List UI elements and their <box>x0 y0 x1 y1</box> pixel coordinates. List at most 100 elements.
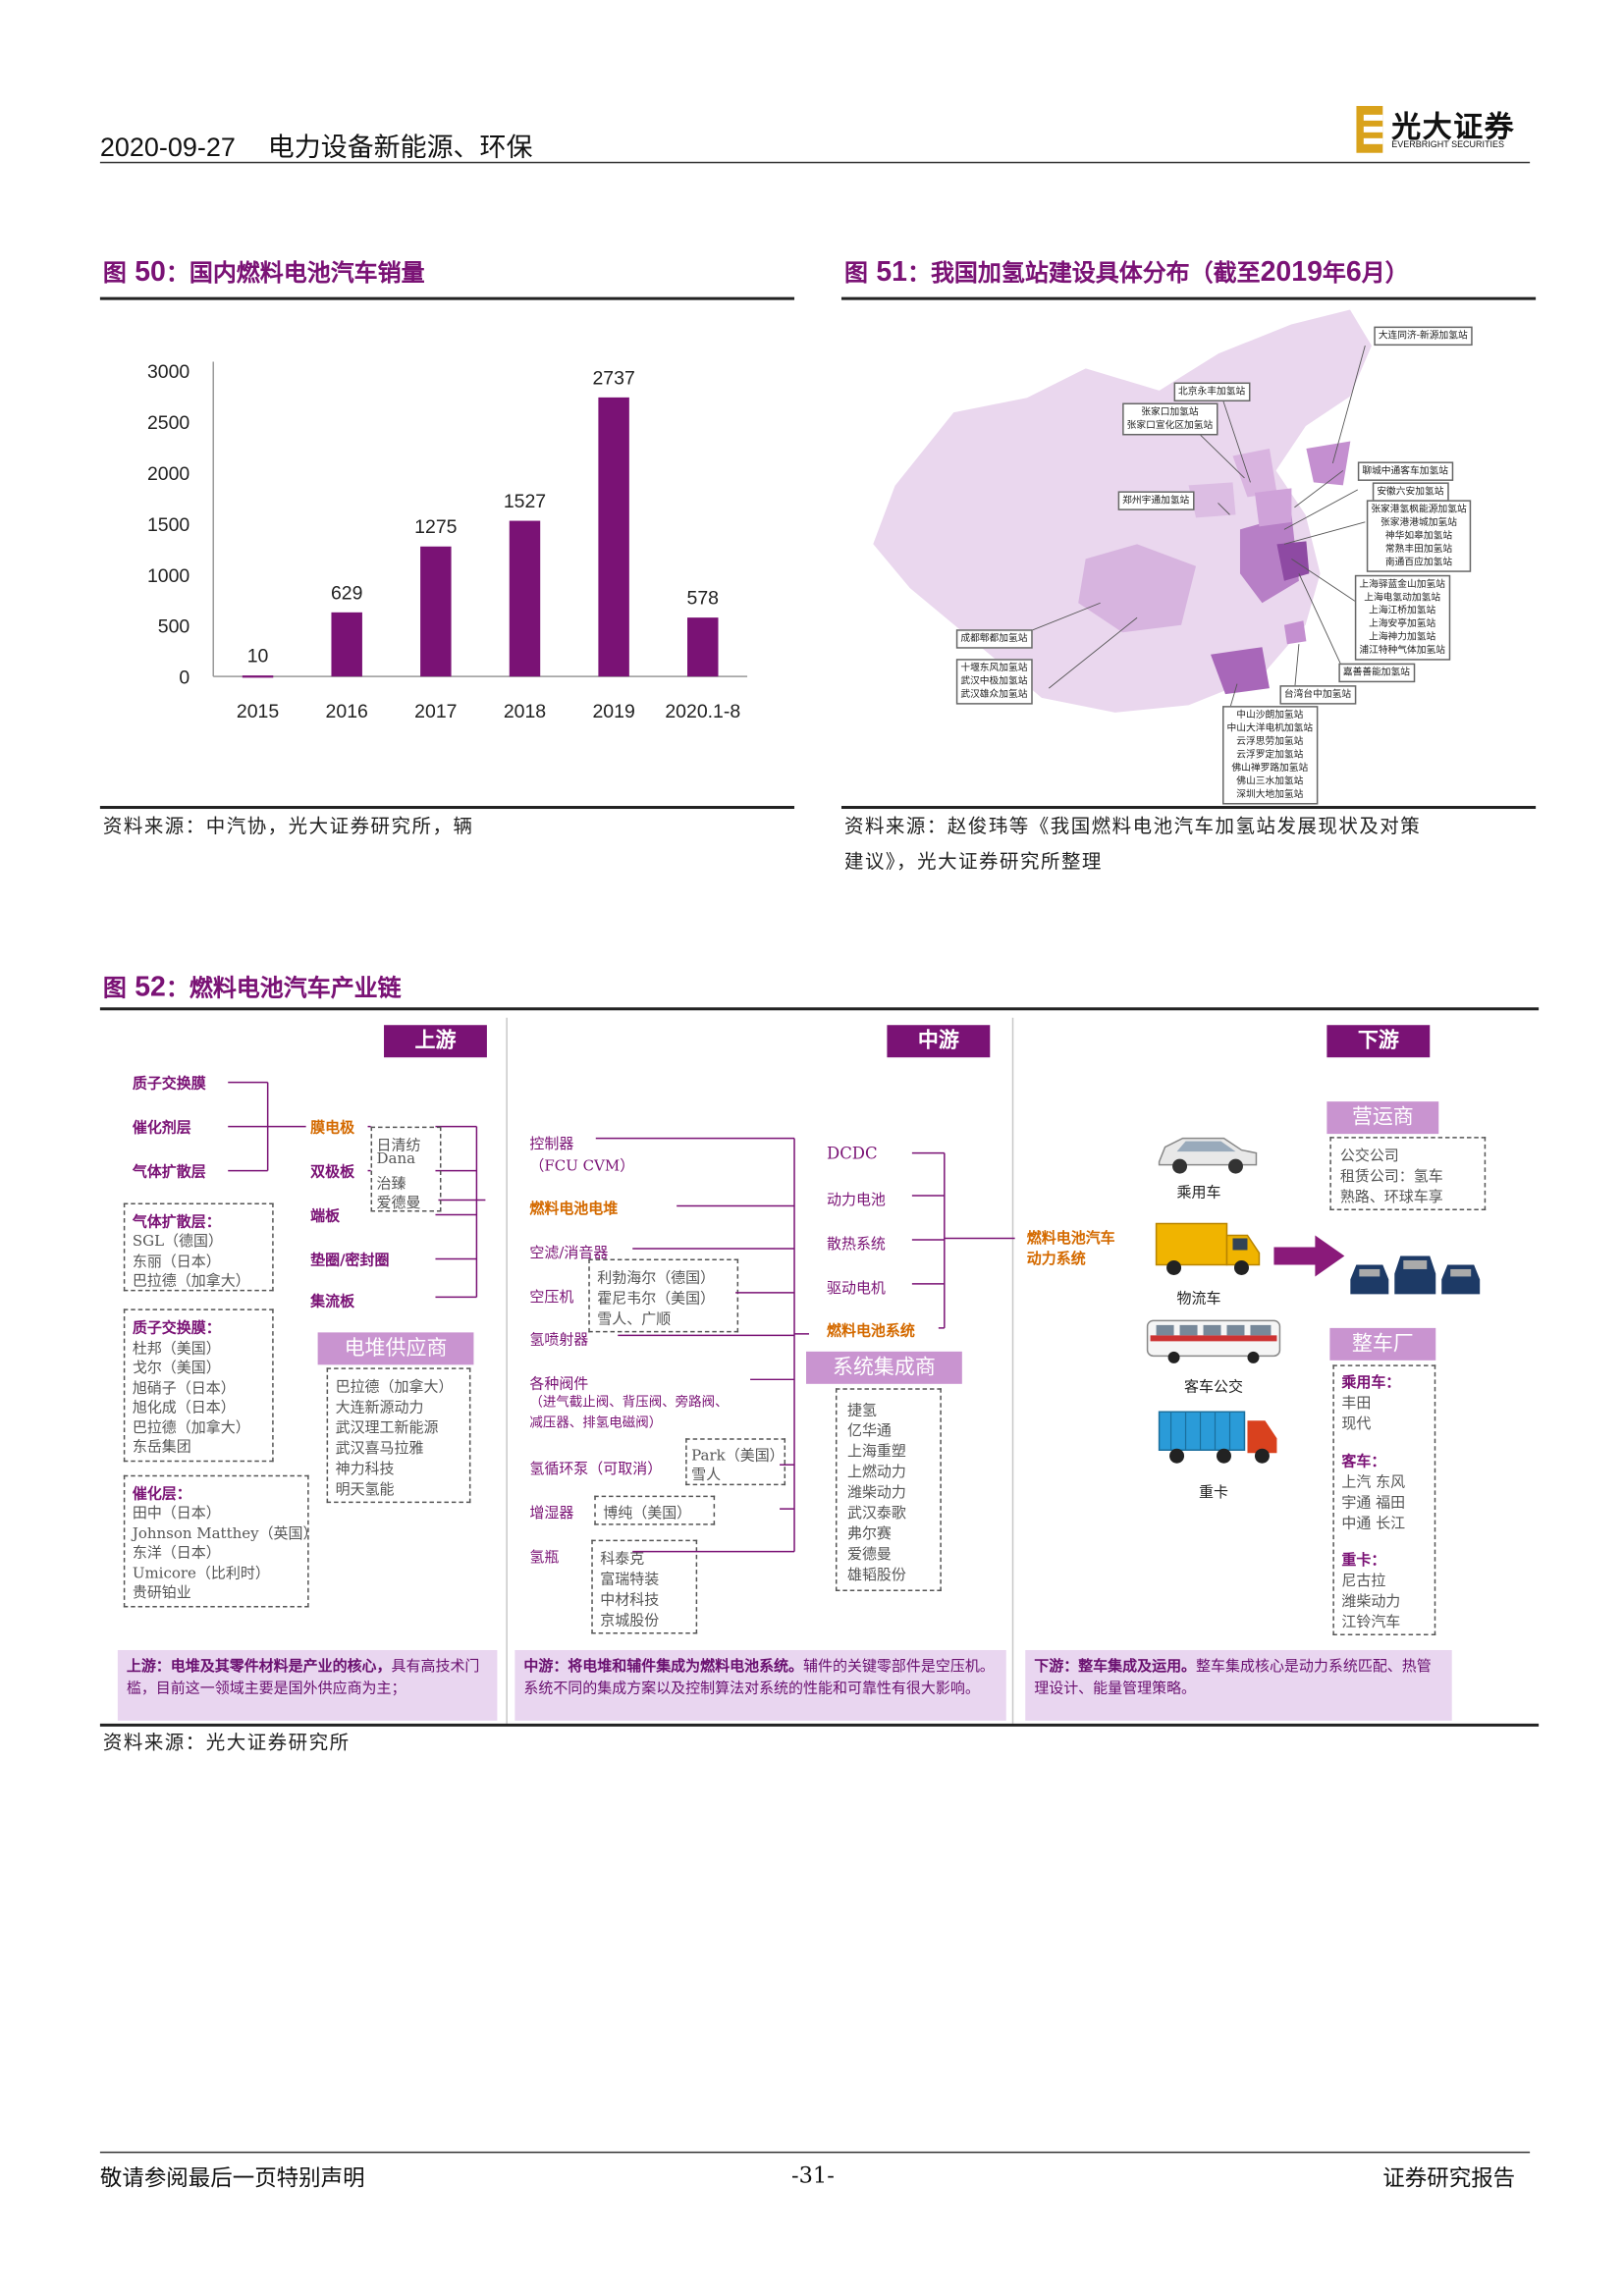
oem-header: 整车厂 <box>1329 1327 1436 1361</box>
bar-2017 <box>420 546 452 677</box>
tank-supplier-box <box>591 1539 698 1634</box>
y-tick-label: 2500 <box>147 412 189 434</box>
downstream-note-bold: 下游：整车集成及运用。 <box>1034 1658 1197 1676</box>
y-tick-label: 1500 <box>147 514 189 536</box>
comp-item-3: 雪人、广顺 <box>597 1311 672 1328</box>
logo-text: 光大证券 <box>1391 108 1516 144</box>
system-integrator-box <box>835 1388 942 1592</box>
chain-divider-2 <box>1011 1017 1014 1724</box>
upstream-component-gasket: 垫圈/密封圈 <box>310 1253 390 1269</box>
downstream-note: 下游：整车集成及运用。整车集成核心是动力系统匹配、热管理设计、能量管理策略。 <box>1025 1649 1452 1721</box>
fig52-top-rule <box>99 1007 1540 1011</box>
x-tick-label: 2016 <box>326 701 368 722</box>
mid-item-valves-detail-2: 减压器、排氢电磁阀） <box>529 1415 663 1431</box>
report-date: 2020-09-27 <box>99 132 236 162</box>
bar-2015 <box>242 675 274 678</box>
mid-item-compressor: 空压机 <box>529 1289 574 1307</box>
passenger-car-icon <box>1158 1137 1258 1174</box>
map-label-chengdu: 成都郫都加氢站 <box>955 629 1032 649</box>
vehicle-label-truck: 重卡 <box>1199 1485 1228 1502</box>
stack-item-1: 巴拉德（加拿大） <box>335 1379 454 1396</box>
logo-mark-icon <box>1356 105 1383 153</box>
footer-report-type: 证券研究报告 <box>1382 2164 1516 2192</box>
y-tick-label: 500 <box>158 616 190 638</box>
tank-item-4: 京城股份 <box>600 1613 660 1630</box>
map-label-jiashan: 嘉善善能加氢站 <box>1338 663 1415 683</box>
upstream-component-mea: 膜电极 <box>310 1120 355 1138</box>
heavy-truck-icon <box>1158 1411 1277 1464</box>
bar-2018 <box>509 520 541 677</box>
pump-item-2: 雪人 <box>691 1468 722 1484</box>
pem-item-6: 东岳集团 <box>132 1439 191 1457</box>
oem-truck-title: 重卡： <box>1341 1553 1386 1570</box>
stack-supplier-header: 电堆供应商 <box>317 1332 474 1365</box>
fig51-title-num: 51 <box>876 257 907 289</box>
compressor-supplier-box <box>588 1258 739 1333</box>
catalyst-supplier-box <box>123 1474 309 1608</box>
mid-item-controller: 控制器 <box>529 1137 574 1153</box>
footer-page-number: -31- <box>791 2162 835 2189</box>
fig52-title-num: 52 <box>135 972 166 1003</box>
map-label-shanghai: 上海驿蓝金山加氢站 上海电氢动加氢站 上海江桥加氢站 上海安亭加氢站 上海神力加… <box>1354 574 1450 661</box>
fig51-title-end: 月） <box>1361 258 1409 288</box>
x-tick-label: 2020.1-8 <box>665 701 740 722</box>
vehicle-label-logistics: 物流车 <box>1176 1291 1221 1308</box>
logistics-van-icon <box>1155 1222 1261 1275</box>
mid-item-filter: 空滤/消音器 <box>529 1245 609 1262</box>
sys-item-7: 弗尔赛 <box>846 1526 892 1543</box>
mid-item-injector: 氢喷射器 <box>529 1332 589 1349</box>
bar-2020.1-8 <box>687 617 719 677</box>
pem-supplier-box <box>123 1308 274 1463</box>
oem-box <box>1332 1364 1436 1635</box>
oem-car-2: 现代 <box>1341 1415 1372 1433</box>
fig52-title-prefix: 图 <box>102 973 127 1002</box>
downstream-note-text: 整车集成核心是动力系统匹配、热管理设计、能量管理策略。 <box>1034 1658 1432 1697</box>
map-label-liaocheng: 聊城中通客车加氢站 <box>1357 461 1453 481</box>
traffic-cars-icon <box>1350 1255 1481 1295</box>
y-tick-label: 2000 <box>147 463 189 485</box>
cat-item-5: 贵研铂业 <box>132 1585 191 1602</box>
bar-value-label: 10 <box>247 646 269 667</box>
map-label-wuhan: 十堰东风加氢站 武汉中极加氢站 武汉雄众加氢站 <box>955 659 1032 705</box>
fig52-bottom-rule <box>99 1723 1540 1727</box>
oem-car-title: 乘用车： <box>1341 1374 1401 1392</box>
cat-item-3: 东洋（日本） <box>132 1545 221 1563</box>
cat-item-2: Johnson Matthey（英国） <box>132 1526 318 1543</box>
map-label-beijing: 北京永丰加氢站 <box>1173 382 1250 402</box>
gdl-item-1: SGL（德国） <box>132 1233 223 1251</box>
tank-item-1: 科泰克 <box>600 1551 645 1569</box>
bp-supplier-3: 治臻 <box>376 1176 406 1194</box>
sys-item-9: 雄韬股份 <box>846 1568 906 1584</box>
sys-item-3: 上海重塑 <box>846 1444 906 1461</box>
fig50-title-num: 50 <box>135 257 166 289</box>
footer-rule <box>99 2151 1531 2154</box>
humidifier-supplier-box <box>594 1495 716 1525</box>
upstream-connector-lines <box>228 1081 486 1299</box>
logo-subtext: EVERBRIGHT SECURITIES <box>1391 140 1505 150</box>
power-system-label: 燃料电池汽车 动力系统 <box>1026 1230 1115 1268</box>
fig50-title-prefix: 图 <box>102 258 127 288</box>
pump-item-1: Park（美国） <box>691 1448 785 1466</box>
mid-item-valves-detail-1: （进气截止阀、背压阀、旁路阀、 <box>529 1395 729 1411</box>
fig50-top-rule <box>99 296 795 300</box>
fig50-title: 图 50：国内燃料电池汽车销量 <box>103 253 425 290</box>
midstream-header: 中游 <box>887 1025 991 1058</box>
mid-item-pump: 氢循环泵（可取消） <box>529 1462 663 1478</box>
pem-item-4: 旭化成（日本） <box>132 1400 236 1416</box>
fig50-bottom-rule <box>99 806 795 809</box>
gdl-item-3: 巴拉德（加拿大） <box>132 1273 250 1290</box>
flow-arrow-icon <box>1273 1235 1345 1277</box>
fig51-source-line2: 建议》，光大证券研究所整理 <box>843 851 1103 874</box>
stack-item-6: 明天氢能 <box>335 1482 395 1499</box>
report-sector: 电力设备新能源、环保 <box>267 132 533 162</box>
fig51-title: 图 51：我国加氢站建设具体分布（截至2019年6月） <box>844 253 1409 290</box>
fig52-title-text: ：燃料电池汽车产业链 <box>165 973 402 1002</box>
y-tick-label: 1000 <box>147 565 189 587</box>
x-tick-label: 2017 <box>414 701 457 722</box>
oem-truck-3: 江铃汽车 <box>1341 1615 1401 1631</box>
map-label-zhengzhou: 郑州宇通加氢站 <box>1117 491 1194 510</box>
mid-right-fc-system: 燃料电池系统 <box>826 1323 915 1340</box>
sys-item-4: 上燃动力 <box>846 1465 906 1481</box>
pem-item-2: 戈尔（美国） <box>132 1360 221 1377</box>
